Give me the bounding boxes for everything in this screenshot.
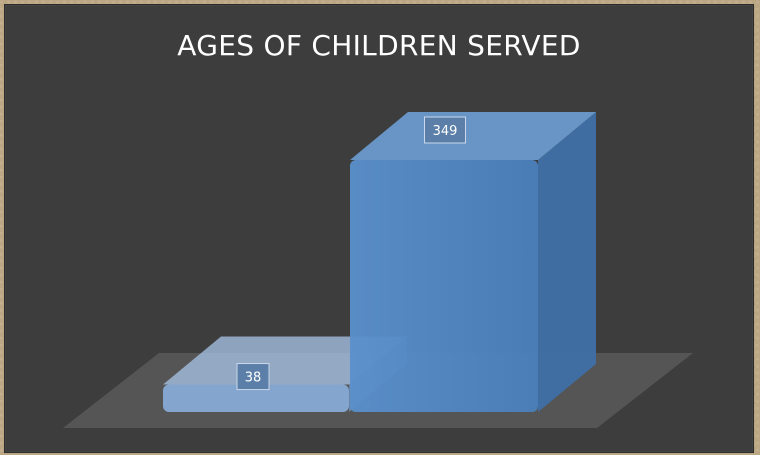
chart-panel: AGES OF CHILDREN SERVED 38 349: [4, 4, 754, 453]
chart-plot: 38 349: [63, 112, 693, 428]
bar-side: [538, 112, 596, 412]
bar-front: [350, 160, 538, 412]
data-label-box: [424, 116, 466, 144]
bar-2: [350, 112, 596, 412]
bar-top: [350, 112, 596, 160]
bar-front: [163, 384, 349, 412]
data-label: 38: [245, 371, 262, 386]
bar-top: [163, 336, 407, 385]
chart-title: AGES OF CHILDREN SERVED: [177, 29, 581, 62]
data-label-box: [236, 363, 270, 391]
data-label: 349: [433, 124, 458, 139]
